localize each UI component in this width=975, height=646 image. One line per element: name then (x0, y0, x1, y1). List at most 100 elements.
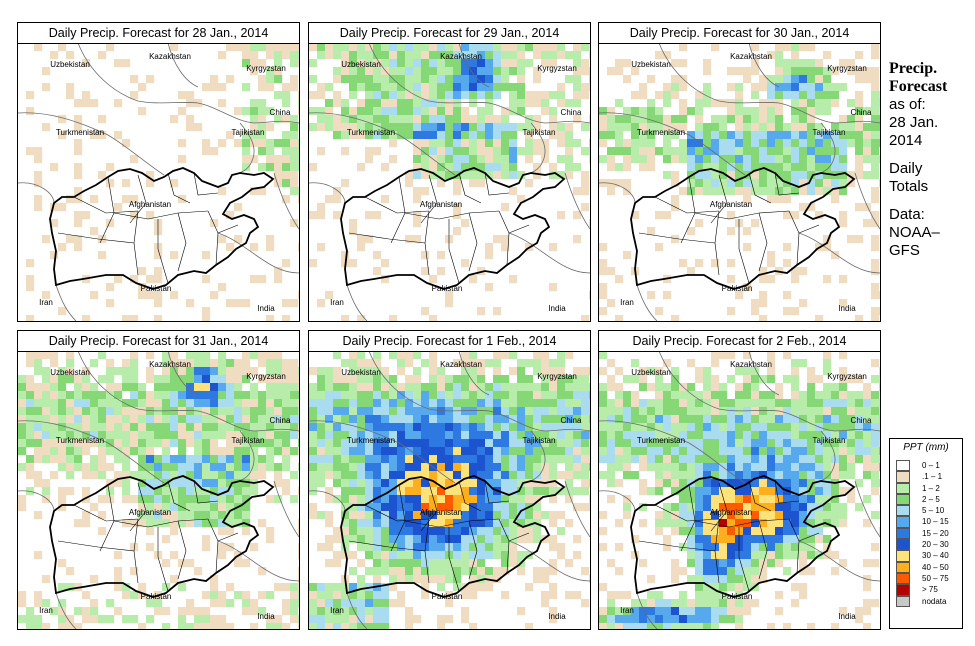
precip-cell (783, 67, 792, 76)
precip-cell (493, 447, 502, 456)
precip-cell (202, 275, 211, 284)
precip-cell (615, 479, 624, 488)
precip-cell (525, 527, 534, 536)
precip-cell (453, 455, 462, 464)
precip-cell (413, 471, 422, 480)
precip-cell (775, 51, 784, 60)
precip-cell (679, 455, 688, 464)
precip-cell (703, 583, 712, 592)
precip-cell (607, 359, 616, 368)
precip-cell (154, 607, 163, 616)
precip-cell (831, 187, 840, 196)
precip-cell (703, 527, 712, 536)
precip-cell (549, 43, 558, 52)
precip-cell (317, 51, 326, 60)
precip-cell (477, 407, 486, 416)
precip-cell (615, 607, 624, 616)
precip-cell (501, 391, 510, 400)
precip-cell (557, 351, 566, 360)
precip-cell (250, 187, 259, 196)
province-boundary (468, 212, 478, 272)
precip-cell (453, 447, 462, 456)
precip-cell (349, 59, 358, 68)
precip-cell (517, 503, 526, 512)
precip-cell (66, 375, 75, 384)
precip-cell (703, 163, 712, 172)
precip-cell (775, 75, 784, 84)
precip-cell (453, 43, 462, 52)
precip-cell (807, 527, 816, 536)
precip-cell (178, 623, 187, 629)
precip-cell (365, 367, 374, 376)
precip-cell (290, 415, 299, 424)
precip-cell (365, 407, 374, 416)
precip-cell (767, 551, 776, 560)
precip-cell (799, 455, 808, 464)
precip-cell (82, 391, 91, 400)
precip-cell (90, 399, 99, 408)
precip-cell (453, 139, 462, 148)
precip-cell (453, 115, 462, 124)
precip-cell (298, 383, 299, 392)
precip-cell (655, 439, 664, 448)
precip-cell (589, 447, 590, 456)
precip-cell (389, 503, 398, 512)
precip-cell (74, 187, 83, 196)
precip-cell (34, 551, 43, 560)
precip-cell (325, 543, 334, 552)
precip-cell (711, 155, 720, 164)
precip-cell (298, 163, 299, 172)
precip-cell (397, 551, 406, 560)
precip-cell (429, 131, 438, 140)
precip-cell (743, 243, 752, 252)
precip-cell (839, 179, 848, 188)
precip-cell (357, 107, 366, 116)
precip-cell (290, 359, 299, 368)
precip-cell (469, 399, 478, 408)
precip-cell (783, 43, 792, 52)
precip-cell (250, 423, 259, 432)
precip-cell (573, 551, 582, 560)
precip-cell (421, 131, 430, 140)
precip-cell (847, 375, 856, 384)
precip-cell (90, 391, 99, 400)
precip-cell (735, 367, 744, 376)
precip-cell (373, 51, 382, 60)
precip-cell (58, 623, 67, 629)
precip-cell (695, 219, 704, 228)
precip-cell (266, 315, 275, 321)
precip-cell (461, 543, 470, 552)
precip-cell (703, 139, 712, 148)
precip-cell (871, 123, 880, 132)
precip-cell (807, 107, 816, 116)
country-border (599, 112, 746, 176)
precip-cell (711, 131, 720, 140)
precip-cell (333, 471, 342, 480)
precip-cell (477, 131, 486, 140)
precip-cell (282, 43, 291, 52)
precip-cell (533, 351, 542, 360)
precip-cell (711, 607, 720, 616)
precip-cell (855, 455, 864, 464)
precip-cell (501, 407, 510, 416)
precip-cell (791, 147, 800, 156)
precip-cell (397, 567, 406, 576)
precip-cell (26, 407, 35, 416)
precip-cell (711, 43, 720, 52)
precip-cell (485, 107, 494, 116)
precip-cell (469, 463, 478, 472)
province-boundary (484, 480, 510, 504)
precip-cell (437, 431, 446, 440)
precip-cell (727, 83, 736, 92)
precip-cell (421, 431, 430, 440)
province-boundary (508, 532, 530, 542)
precip-cell (679, 615, 688, 624)
precip-cell (341, 463, 350, 472)
precip-cell (743, 543, 752, 552)
precip-cell (194, 447, 203, 456)
precip-cell (178, 155, 187, 164)
precip-cell (170, 503, 179, 512)
precip-cell (106, 163, 115, 172)
precip-cell (106, 383, 115, 392)
country-border (636, 592, 658, 629)
